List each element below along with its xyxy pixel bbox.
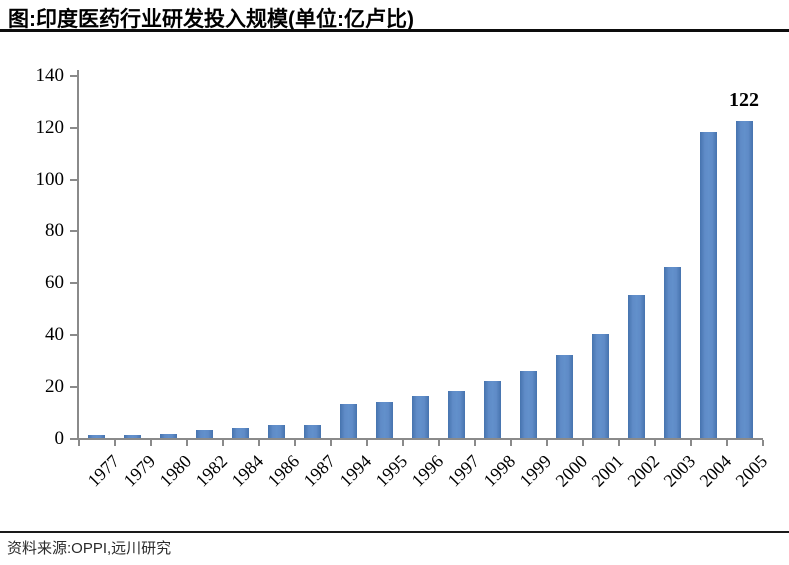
title-divider-line <box>0 29 789 32</box>
y-axis-tick <box>70 438 77 440</box>
bar-1979 <box>124 435 141 438</box>
x-axis-label-2000: 2000 <box>551 451 592 491</box>
x-axis-label-1980: 1980 <box>155 451 196 491</box>
x-axis-tick <box>150 440 152 446</box>
bar-1987 <box>304 425 321 438</box>
x-axis-label-1996: 1996 <box>407 451 448 491</box>
y-axis-tick <box>70 75 77 77</box>
x-axis-tick <box>366 440 368 446</box>
bar-value-label-2005: 122 <box>729 89 759 111</box>
y-axis-tick <box>70 127 77 129</box>
x-axis-label-2005: 2005 <box>731 451 772 491</box>
x-axis-tick <box>402 440 404 446</box>
bar-1997 <box>448 391 465 438</box>
x-axis-tick <box>474 440 476 446</box>
y-axis-tick-label: 80 <box>45 220 64 241</box>
y-axis-tick <box>70 282 77 284</box>
bar-1984 <box>232 428 249 438</box>
y-axis-tick <box>70 386 77 388</box>
bar-2003 <box>664 267 681 438</box>
y-axis-tick-label: 100 <box>35 169 65 190</box>
source-note: 资料来源:OPPI,远川研究 <box>7 540 172 557</box>
x-axis-tick <box>114 440 116 446</box>
x-axis-label-1994: 1994 <box>335 451 376 491</box>
y-axis-tick-label: 60 <box>45 272 64 293</box>
x-axis-label-1998: 1998 <box>479 451 520 491</box>
x-axis-line <box>77 438 763 440</box>
x-axis-tick <box>690 440 692 446</box>
x-axis-tick <box>258 440 260 446</box>
x-axis-label-1982: 1982 <box>191 451 232 491</box>
y-axis-tick-label: 40 <box>45 324 64 345</box>
footer-divider-line <box>0 531 789 533</box>
y-axis-tick <box>70 334 77 336</box>
x-axis-label-2004: 2004 <box>695 451 736 491</box>
bar-1994 <box>340 404 357 438</box>
x-axis-tick <box>654 440 656 446</box>
y-axis-tick-label: 0 <box>54 428 65 449</box>
x-axis-tick <box>546 440 548 446</box>
x-axis-tick <box>762 440 764 446</box>
x-axis-tick <box>510 440 512 446</box>
x-axis-label-1987: 1987 <box>299 451 340 491</box>
x-axis-label-1999: 1999 <box>515 451 556 491</box>
x-axis-tick <box>330 440 332 446</box>
x-axis-tick <box>78 440 80 446</box>
x-axis-tick <box>582 440 584 446</box>
x-axis-label-1995: 1995 <box>371 451 412 491</box>
bar-1986 <box>268 425 285 438</box>
bar-2004 <box>700 132 717 438</box>
bar-1998 <box>484 381 501 438</box>
x-axis-label-1984: 1984 <box>227 451 268 491</box>
bar-2002 <box>628 295 645 438</box>
bar-2001 <box>592 334 609 438</box>
bar-1980 <box>160 434 177 438</box>
bar-2000 <box>556 355 573 438</box>
x-axis-tick <box>438 440 440 446</box>
x-axis-tick <box>726 440 728 446</box>
y-axis-tick-label: 20 <box>45 376 64 397</box>
x-axis-tick <box>294 440 296 446</box>
bar-1982 <box>196 430 213 438</box>
bar-1995 <box>376 402 393 438</box>
x-axis-tick <box>186 440 188 446</box>
y-axis-tick-label: 120 <box>35 117 65 138</box>
x-axis-tick <box>222 440 224 446</box>
x-axis-label-1979: 1979 <box>119 451 160 491</box>
x-axis-label-1977: 1977 <box>83 451 124 491</box>
figure-title: 图:印度医药行业研发投入规模(单位:亿卢比) <box>8 8 414 31</box>
y-axis-tick <box>70 179 77 181</box>
x-axis-label-2002: 2002 <box>623 451 664 491</box>
bar-chart: 0 20 40 60 80 100 120 140 1977 1979 1980 1982 1984 19… <box>0 40 789 520</box>
y-axis-tick-label: 140 <box>35 65 65 86</box>
bar-2005 <box>736 121 753 438</box>
x-axis-tick <box>618 440 620 446</box>
bar-1996 <box>412 396 429 438</box>
y-axis-tick <box>70 230 77 232</box>
bar-1977 <box>88 435 105 438</box>
x-axis-label-1986: 1986 <box>263 451 304 491</box>
y-axis-line <box>77 70 79 440</box>
x-axis-label-1997: 1997 <box>443 451 484 491</box>
bar-1999 <box>520 371 537 438</box>
x-axis-label-2001: 2001 <box>587 451 628 491</box>
x-axis-label-2003: 2003 <box>659 451 700 491</box>
